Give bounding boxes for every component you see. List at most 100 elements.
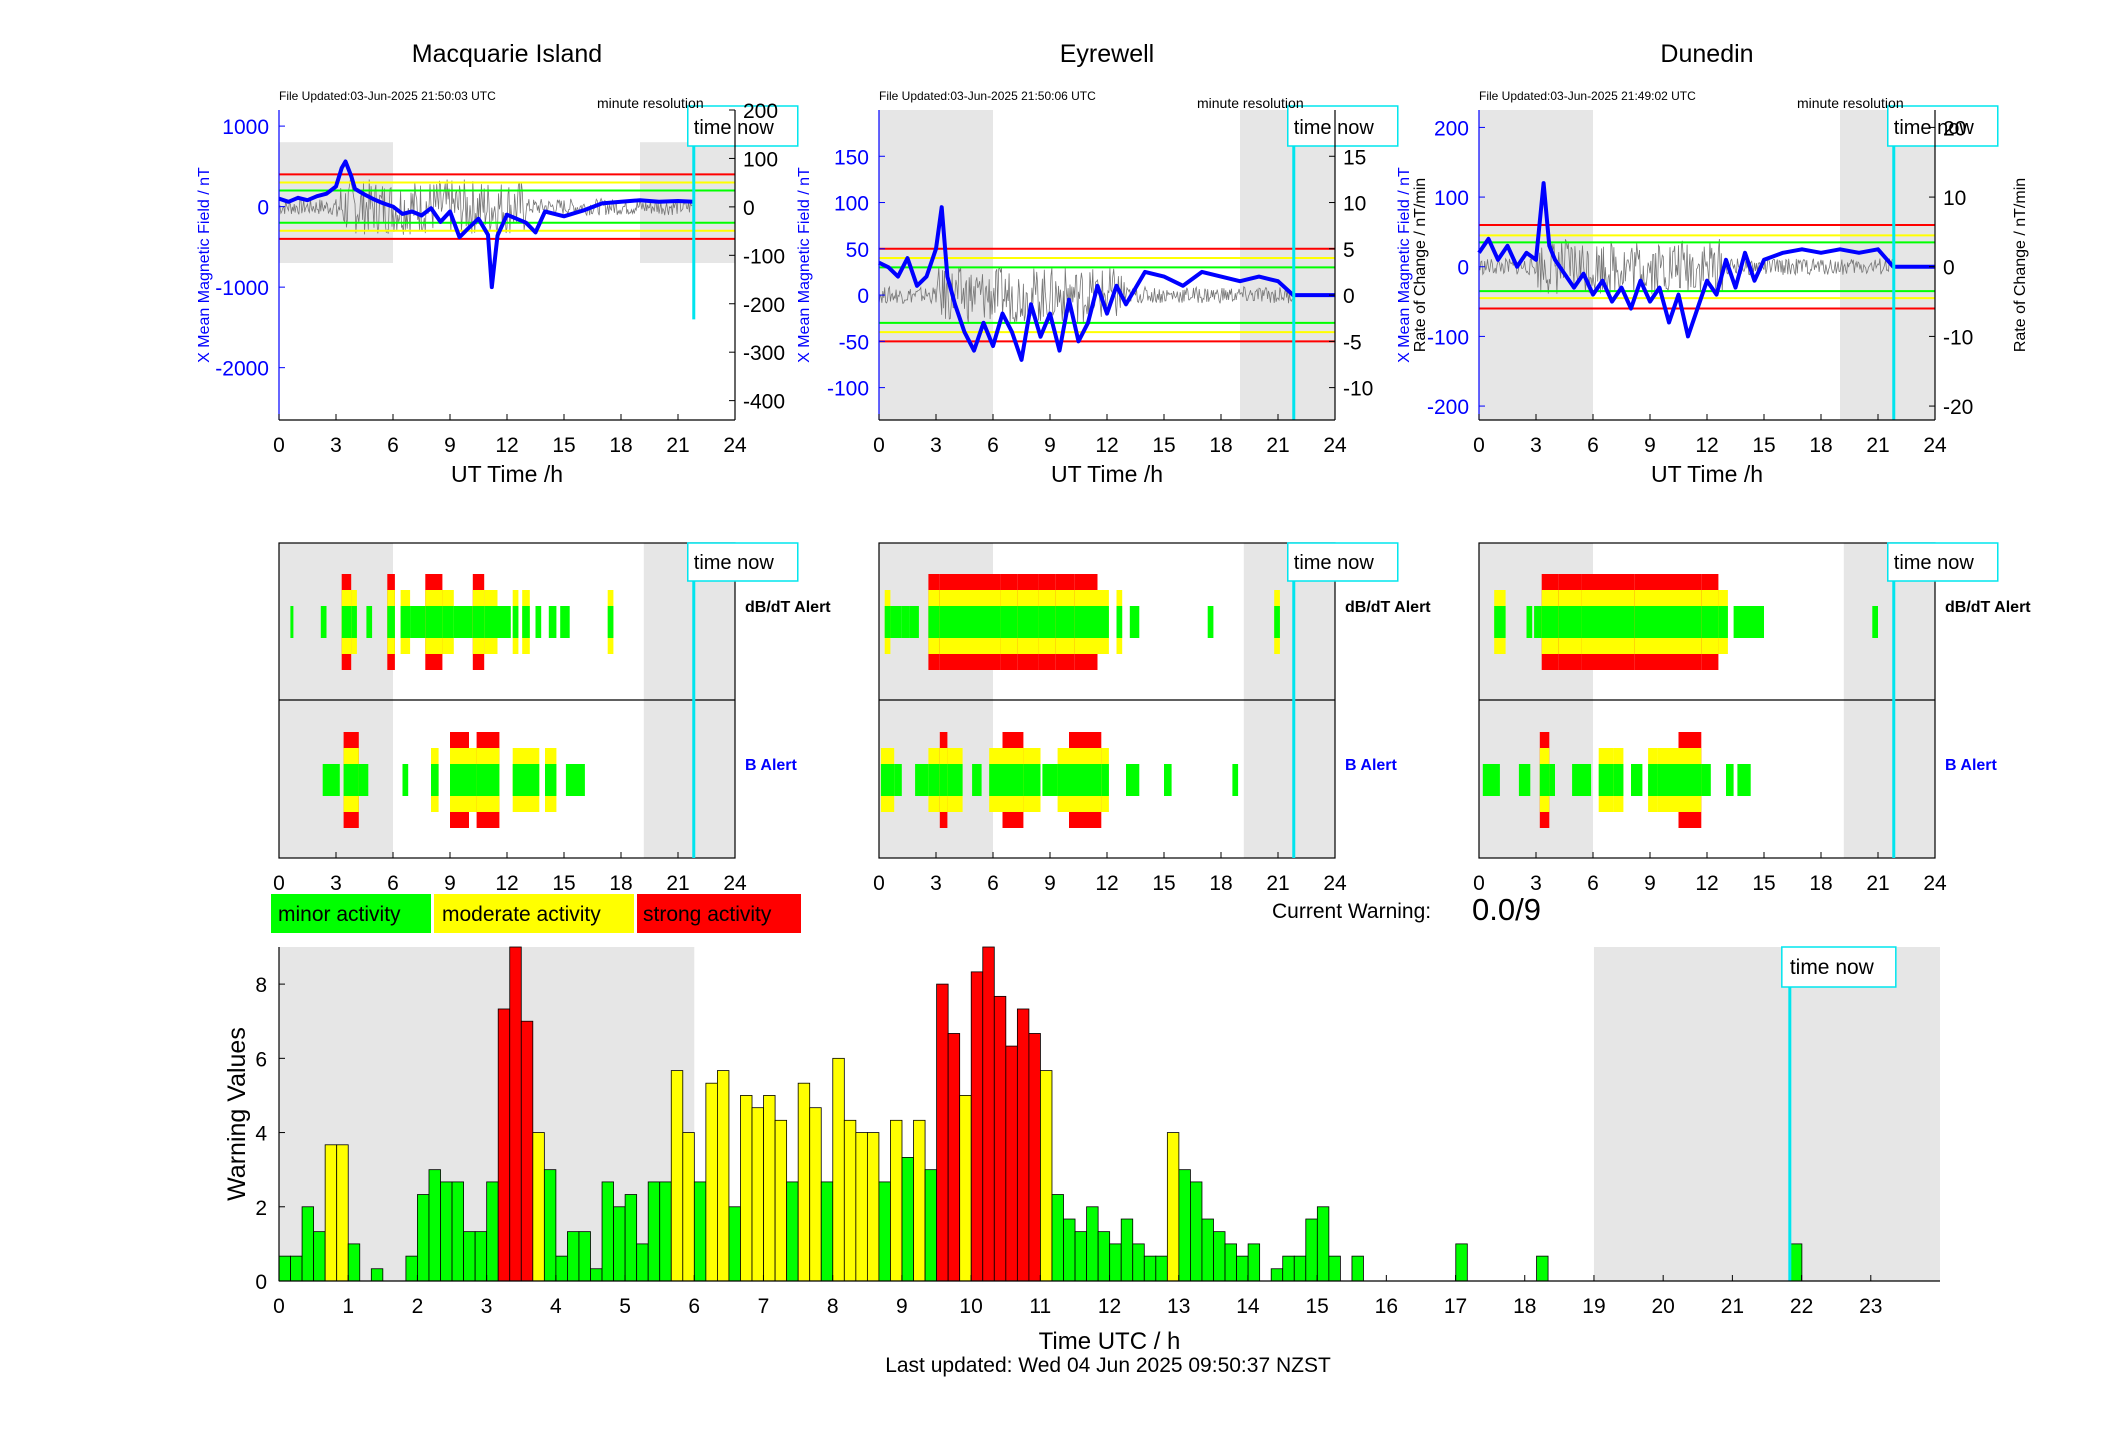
b-minor-bar — [343, 764, 359, 796]
b-minor-bar — [894, 764, 902, 796]
b-minor-bar — [450, 764, 469, 796]
warning-bar — [370, 1268, 384, 1282]
b-minor-bar — [1701, 764, 1711, 796]
x-tick-label: 9 — [444, 434, 456, 457]
left-tick-label: -1000 — [215, 277, 269, 300]
warning-bar — [601, 1181, 614, 1282]
night-shade — [1593, 947, 1940, 1281]
x-tick-label: 24 — [1323, 434, 1347, 457]
y-tick-label: 2 — [255, 1197, 267, 1220]
station-panels: Macquarie Island time now File Updated:03-… — [196, 40, 2029, 487]
y-tick-label: 6 — [255, 1048, 267, 1071]
warning-bar — [1536, 1255, 1549, 1282]
x-tick-label: 9 — [1044, 434, 1056, 457]
x-tick-label: 6 — [387, 434, 399, 457]
x-tick-label: 0 — [273, 872, 285, 895]
warning-bar — [705, 1082, 718, 1282]
b-minor-bar — [972, 764, 982, 796]
warning-bar — [1328, 1255, 1341, 1282]
warning-bar — [659, 1181, 672, 1282]
y-tick-label: 0 — [255, 1271, 267, 1294]
warning-bar — [1109, 1243, 1122, 1282]
warning-bar — [936, 983, 949, 1282]
current-warning-label: Current Warning: — [1272, 900, 1431, 923]
right-tick-label: -400 — [743, 391, 785, 414]
warning-bar — [1247, 1243, 1261, 1282]
field-trace — [878, 205, 1335, 362]
x-tick-label: 6 — [987, 872, 999, 895]
x-tick-label: 21 — [1266, 434, 1289, 457]
x-tick-label: 19 — [1582, 1295, 1605, 1318]
dbdt-minor-bar — [1581, 606, 1603, 638]
warning-bar — [1178, 1169, 1191, 1282]
b-minor-bar — [989, 764, 1003, 796]
x-tick-label: 3 — [930, 434, 942, 457]
warning-bar — [740, 1095, 753, 1282]
left-tick-label: 100 — [1434, 187, 1469, 210]
right-tick-label: -10 — [1343, 378, 1373, 401]
alert-panels: time now dB/dT Alert B Alert 0 3 6 9 12 15 18 21 24… — [273, 542, 2031, 895]
dbdt-minor-bar — [400, 606, 411, 638]
dbdt-minor-bar — [607, 606, 614, 638]
alert-panel-1: time now dB/dT Alert B Alert 0 3 6 9 12 15 18 21 24 — [873, 542, 1431, 895]
legend-moderate-label: moderate activity — [442, 903, 601, 926]
x-tick-label: 8 — [827, 1295, 839, 1318]
left-y-axis-label: X Mean Magnetic Field / nT — [1396, 167, 1413, 363]
x-tick-label: 15 — [552, 434, 575, 457]
right-tick-label: -5 — [1343, 331, 1362, 354]
x-tick-label: 12 — [1695, 434, 1718, 457]
dbdt-alert-label: dB/dT Alert — [1945, 599, 2031, 616]
y-axis-label: Warning Values — [223, 1027, 251, 1201]
b-minor-bar — [545, 764, 557, 796]
left-tick-label: -100 — [1427, 326, 1469, 349]
dbdt-minor-bar — [1038, 606, 1056, 638]
warning-bar — [440, 1181, 453, 1282]
time-now-box — [687, 542, 799, 582]
x-tick-label: 13 — [1167, 1295, 1190, 1318]
dbdt-alert-label: dB/dT Alert — [1345, 599, 1431, 616]
dbdt-minor-bar — [1634, 606, 1660, 638]
night-shade — [879, 110, 993, 420]
x-tick-label: 3 — [1530, 872, 1542, 895]
warning-bar — [1455, 1243, 1468, 1282]
dbdt-minor-bar — [425, 606, 443, 638]
x-tick-label: 18 — [1809, 434, 1832, 457]
dbdt-minor-bar — [535, 606, 542, 638]
warning-bar — [982, 946, 995, 1282]
right-tick-label: 200 — [743, 100, 778, 123]
b-minor-bar — [1164, 764, 1172, 796]
x-tick-label: 21 — [1866, 434, 1889, 457]
x-tick-label: 9 — [1644, 872, 1656, 895]
warning-bar — [1351, 1255, 1364, 1282]
warning-bar — [520, 1020, 534, 1282]
dbdt-minor-bar — [939, 606, 955, 638]
field-trace — [278, 159, 694, 290]
b-minor-bar — [512, 764, 540, 796]
b-minor-bar — [469, 764, 477, 796]
x-tick-label: 9 — [896, 1295, 908, 1318]
x-tick-label: 4 — [550, 1295, 562, 1318]
x-tick-label: 20 — [1651, 1295, 1674, 1318]
warning-bar — [567, 1231, 580, 1282]
warning-bar — [578, 1231, 591, 1282]
resolution-text: minute resolution — [597, 95, 704, 111]
dbdt-minor-bar — [1701, 606, 1719, 638]
dbdt-alert-label: dB/dT Alert — [745, 599, 831, 616]
dbdt-minor-bar — [512, 606, 519, 638]
warning-bar — [624, 1194, 638, 1282]
b-minor-bar — [1678, 764, 1702, 796]
b-minor-bar — [431, 764, 439, 796]
dbdt-minor-bar — [884, 606, 891, 638]
warning-bar — [1005, 1045, 1018, 1282]
dbdt-minor-bar — [955, 606, 974, 638]
b-minor-bar — [402, 764, 409, 796]
time-now-box — [1287, 542, 1399, 582]
x-tick-label: 5 — [619, 1295, 631, 1318]
station-panel-0: Macquarie Island time now File Updated:03-… — [196, 40, 799, 487]
station-panel-1: Eyrewell time now File Updated:03-Jun-2025… — [796, 40, 1429, 487]
dbdt-minor-bar — [1000, 606, 1018, 638]
dbdt-minor-bar — [1558, 606, 1582, 638]
warning-bar — [682, 1132, 695, 1282]
x-tick-label: 18 — [1513, 1295, 1536, 1318]
